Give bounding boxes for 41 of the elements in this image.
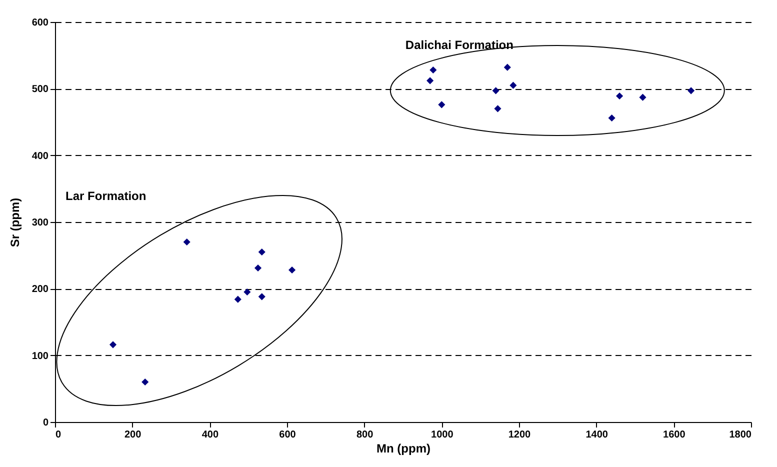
y-tick-label: 600 bbox=[32, 18, 49, 28]
y-tick-label: 100 bbox=[32, 350, 49, 362]
y-tick-label: 200 bbox=[32, 284, 49, 296]
y-tick-label: 500 bbox=[32, 84, 49, 96]
point bbox=[258, 248, 266, 256]
y-tick-label: 0 bbox=[42, 418, 49, 428]
point bbox=[288, 266, 296, 274]
point bbox=[510, 82, 517, 89]
point bbox=[688, 87, 695, 94]
point bbox=[608, 114, 616, 122]
annotation: Lar Formation bbox=[66, 188, 146, 203]
x-tick-label: 0 bbox=[56, 430, 62, 440]
point bbox=[492, 87, 500, 94]
x-tick-label: 1000 bbox=[431, 430, 454, 440]
x-tick-label: 1200 bbox=[508, 430, 532, 440]
y-tick-label: 300 bbox=[32, 218, 49, 228]
x-tick-label: 1800 bbox=[729, 430, 752, 440]
x-tick-label: 400 bbox=[202, 430, 219, 440]
point bbox=[142, 378, 149, 386]
x-tick-label: 1600 bbox=[663, 430, 686, 440]
point bbox=[258, 293, 266, 300]
point bbox=[430, 66, 437, 74]
x-tick-label: 200 bbox=[124, 430, 142, 440]
x-tick-label: 600 bbox=[279, 430, 296, 440]
x-axis-title: Mn (ppm) bbox=[376, 442, 430, 456]
y-axis-title: Sr (ppm) bbox=[8, 198, 22, 248]
x-tick-label: 800 bbox=[356, 430, 374, 440]
y-tick-label: 400 bbox=[32, 150, 49, 162]
point bbox=[254, 264, 262, 272]
point bbox=[109, 341, 117, 348]
point bbox=[183, 238, 190, 246]
point bbox=[504, 64, 511, 71]
annotation: Dalichai Formation bbox=[405, 38, 514, 52]
point bbox=[616, 92, 624, 100]
point bbox=[639, 94, 646, 101]
x-tick-label: 1400 bbox=[586, 430, 608, 440]
point bbox=[438, 101, 446, 108]
point bbox=[244, 288, 251, 296]
point bbox=[494, 105, 502, 112]
point bbox=[426, 77, 434, 84]
point bbox=[234, 296, 242, 303]
